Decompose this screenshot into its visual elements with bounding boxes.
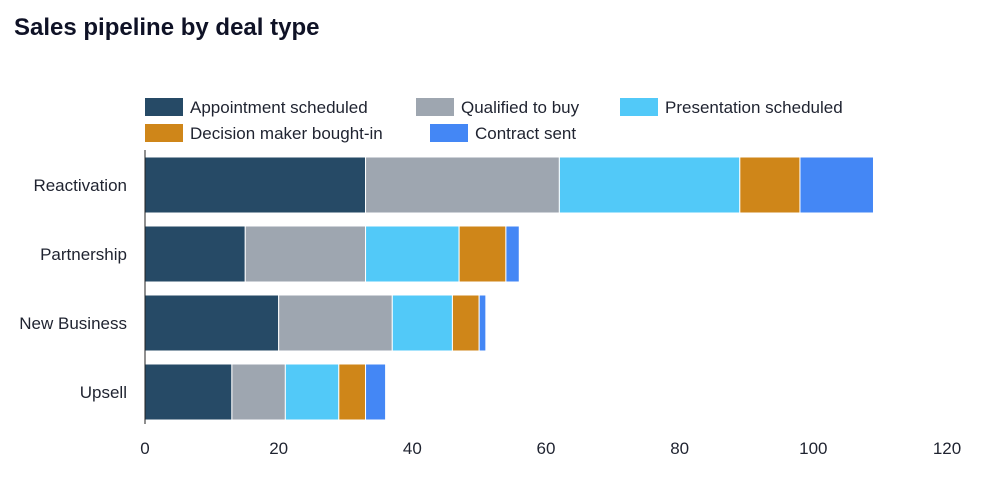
bar-partnership-presentation-scheduled <box>365 225 460 283</box>
x-axis-ticks: 0 20 40 60 80 100 120 <box>140 439 961 458</box>
y-tick-label-reactivation: Reactivation <box>33 176 127 195</box>
legend-swatch-decision-maker-bought-in <box>145 124 183 142</box>
x-tick-label-60: 60 <box>537 439 556 458</box>
y-tick-label-upsell: Upsell <box>80 383 127 402</box>
bar-new-business-appointment-scheduled <box>144 294 280 352</box>
legend-label-presentation-scheduled: Presentation scheduled <box>665 98 843 117</box>
x-tick-label-120: 120 <box>933 439 961 458</box>
y-tick-label-new-business: New Business <box>19 314 127 333</box>
bar-upsell-contract-sent <box>365 363 387 421</box>
bar-upsell-presentation-scheduled <box>284 363 340 421</box>
bar-reactivation-contract-sent <box>799 156 874 214</box>
chart-title: Sales pipeline by deal type <box>14 14 320 41</box>
x-tick-label-100: 100 <box>799 439 827 458</box>
bar-partnership-contract-sent <box>505 225 520 283</box>
bar-partnership-qualified-to-buy <box>244 225 367 283</box>
legend-label-contract-sent: Contract sent <box>475 124 576 143</box>
legend-label-decision-maker-bought-in: Decision maker bought-in <box>190 124 383 143</box>
bar-new-business-contract-sent <box>478 294 487 352</box>
bar-upsell-decision-maker-bought-in <box>338 363 367 421</box>
legend-swatch-presentation-scheduled <box>620 98 658 116</box>
bar-new-business-decision-maker-bought-in <box>451 294 480 352</box>
y-axis-labels: Reactivation Partnership New Business Upsel… <box>19 176 127 402</box>
bar-partnership-decision-maker-bought-in <box>458 225 507 283</box>
x-tick-label-20: 20 <box>269 439 288 458</box>
bar-new-business-presentation-scheduled <box>391 294 453 352</box>
x-tick-label-40: 40 <box>403 439 422 458</box>
legend-swatch-qualified-to-buy <box>416 98 454 116</box>
bar-reactivation-decision-maker-bought-in <box>739 156 801 214</box>
legend-swatch-contract-sent <box>430 124 468 142</box>
bar-reactivation-qualified-to-buy <box>365 156 560 214</box>
legend-swatch-appointment-scheduled <box>145 98 183 116</box>
bars <box>144 156 874 421</box>
bar-partnership-appointment-scheduled <box>144 225 246 283</box>
bar-reactivation-presentation-scheduled <box>558 156 741 214</box>
x-tick-label-0: 0 <box>140 439 149 458</box>
bar-reactivation-appointment-scheduled <box>144 156 367 214</box>
bar-upsell-qualified-to-buy <box>231 363 286 421</box>
bar-new-business-qualified-to-buy <box>278 294 393 352</box>
x-tick-label-80: 80 <box>670 439 689 458</box>
legend-label-appointment-scheduled: Appointment scheduled <box>190 98 368 117</box>
bar-upsell-appointment-scheduled <box>144 363 233 421</box>
legend: Appointment scheduled Qualified to buy Pre… <box>145 98 843 143</box>
y-tick-label-partnership: Partnership <box>40 245 127 264</box>
legend-label-qualified-to-buy: Qualified to buy <box>461 98 580 117</box>
